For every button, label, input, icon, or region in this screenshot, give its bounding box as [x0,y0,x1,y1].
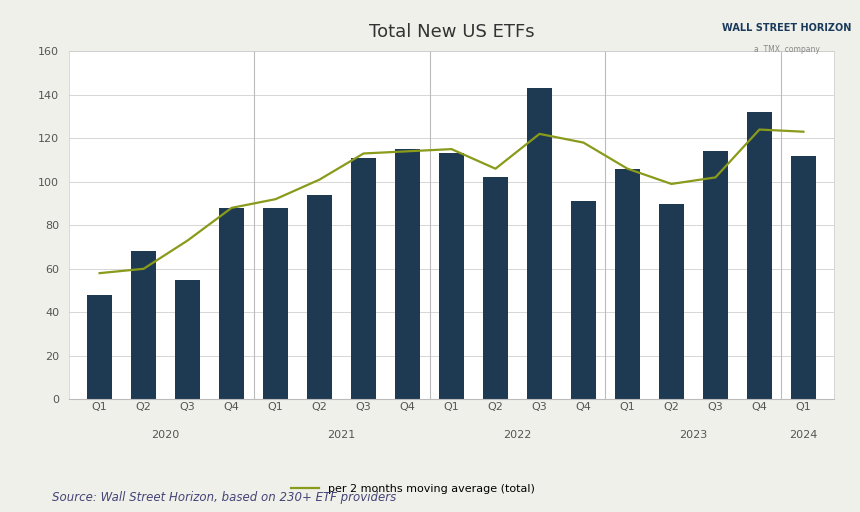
Bar [791,156,815,399]
Bar [527,88,551,399]
Bar [396,149,420,399]
Bar [219,208,243,399]
Bar [747,112,771,399]
Bar [307,195,332,399]
Legend: per 2 months moving average (total): per 2 months moving average (total) [287,479,539,498]
Title: Total New US ETFs: Total New US ETFs [369,24,534,41]
Text: 2020: 2020 [151,430,180,440]
Bar [616,169,640,399]
Text: Source: Wall Street Horizon, based on 230+ ETF providers: Source: Wall Street Horizon, based on 23… [52,492,396,504]
Text: WALL STREET HORIZON: WALL STREET HORIZON [722,23,851,33]
Text: 2024: 2024 [789,430,818,440]
Text: a  TMX  company: a TMX company [754,45,820,54]
Bar [439,154,464,399]
Text: 2022: 2022 [503,430,531,440]
Bar [483,178,507,399]
Bar [703,152,728,399]
Text: 2023: 2023 [679,430,708,440]
Bar [132,251,156,399]
Bar [571,201,596,399]
Bar [263,208,287,399]
Bar [660,203,684,399]
Bar [88,295,112,399]
Bar [175,280,200,399]
Text: 2021: 2021 [328,430,356,440]
Bar [352,158,376,399]
